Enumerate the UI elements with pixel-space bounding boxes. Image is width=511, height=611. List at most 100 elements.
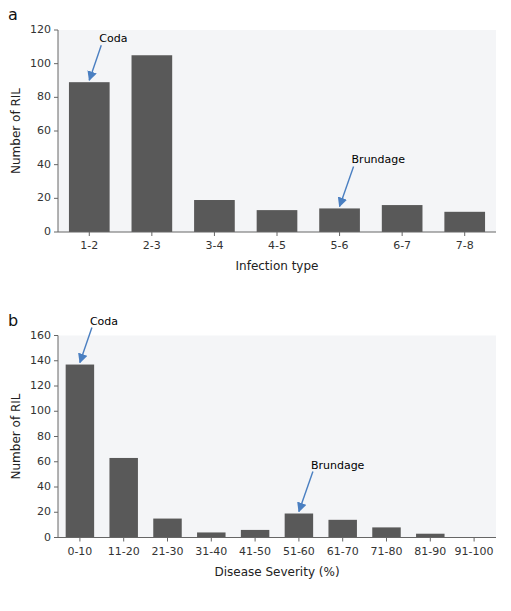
- x-tick: [464, 232, 465, 236]
- y-tick-label: 120: [30, 23, 51, 36]
- y-tick: [54, 487, 58, 488]
- x-tick-label: 41-50: [239, 545, 271, 558]
- y-tick: [54, 198, 58, 199]
- x-tick-label: 61-70: [327, 545, 359, 558]
- x-tick: [151, 232, 152, 236]
- y-tick-label: 80: [37, 90, 51, 103]
- y-tick-label: 20: [37, 505, 51, 518]
- y-axis-label: Number of RIL: [9, 88, 23, 174]
- x-tick: [211, 538, 212, 542]
- y-tick-label: 20: [37, 191, 51, 204]
- y-axis-line: [58, 30, 59, 232]
- y-tick-label: 0: [44, 225, 51, 238]
- x-tick-label: 7-8: [456, 239, 474, 252]
- y-tick: [54, 131, 58, 132]
- annotation-arrow: [299, 472, 313, 512]
- bar: [109, 458, 137, 538]
- annotation: Coda: [90, 315, 118, 328]
- y-tick: [54, 411, 58, 412]
- x-tick-label: 3-4: [205, 239, 223, 252]
- y-tick-label: 140: [30, 354, 51, 367]
- bar: [416, 534, 444, 538]
- y-tick: [54, 164, 58, 165]
- bar: [328, 520, 356, 538]
- x-tick: [255, 538, 256, 542]
- annotation-arrow: [340, 166, 354, 206]
- annotation-arrow: [89, 45, 101, 80]
- y-tick-label: 100: [30, 57, 51, 70]
- plot-background: [58, 30, 496, 232]
- x-tick: [342, 538, 343, 542]
- y-tick: [54, 335, 58, 336]
- x-tick-label: 81-90: [414, 545, 446, 558]
- annotation-arrow: [80, 328, 92, 363]
- x-tick-label: 71-80: [371, 545, 403, 558]
- bar: [69, 82, 110, 232]
- x-axis-line: [58, 537, 496, 538]
- x-tick-label: 31-40: [195, 545, 227, 558]
- x-tick-label: 2-3: [143, 239, 161, 252]
- x-tick: [123, 538, 124, 542]
- annotation: Coda: [99, 32, 127, 45]
- x-tick-label: 21-30: [152, 545, 184, 558]
- bar: [382, 205, 423, 232]
- panel-label: a: [8, 5, 18, 24]
- y-tick: [54, 63, 58, 64]
- y-tick-label: 60: [37, 455, 51, 468]
- x-tick-label: 0-10: [67, 545, 92, 558]
- x-tick: [214, 232, 215, 236]
- x-tick: [167, 538, 168, 542]
- x-tick: [402, 232, 403, 236]
- bar: [444, 212, 485, 232]
- x-tick-label: 11-20: [108, 545, 140, 558]
- bar: [197, 532, 225, 537]
- bar: [153, 519, 181, 538]
- x-tick: [430, 538, 431, 542]
- x-axis-label: Disease Severity (%): [214, 565, 339, 579]
- bar: [285, 514, 313, 538]
- y-axis-line: [58, 336, 59, 538]
- x-tick-label: 6-7: [393, 239, 411, 252]
- y-tick: [54, 461, 58, 462]
- x-tick-label: 1-2: [80, 239, 98, 252]
- bars: [69, 55, 485, 232]
- x-tick: [339, 232, 340, 236]
- y-tick-label: 40: [37, 480, 51, 493]
- chart-root: 0 20 40 60 80 100 120 1-2 2-3 3-4 4-5 5-6 6-7 7-8 Infe…: [0, 0, 511, 611]
- panel: 0204060801001201401600-1011-2021-3031-40…: [8, 311, 496, 579]
- bar: [194, 200, 235, 232]
- y-axis-label: Number of RIL: [9, 393, 23, 479]
- x-tick-label: 4-5: [268, 239, 286, 252]
- bar: [66, 365, 94, 538]
- x-tick: [474, 538, 475, 542]
- plot-background: [58, 336, 496, 538]
- x-tick: [79, 538, 80, 542]
- y-tick: [54, 436, 58, 437]
- panel-label: b: [8, 311, 18, 330]
- y-tick-label: 40: [37, 158, 51, 171]
- y-tick: [54, 386, 58, 387]
- bars: [66, 365, 445, 538]
- x-axis-line: [58, 232, 496, 233]
- x-tick: [277, 232, 278, 236]
- x-axis-label: Infection type: [236, 259, 319, 273]
- bar: [132, 55, 173, 232]
- y-tick: [54, 232, 58, 233]
- x-tick-label: 5-6: [331, 239, 349, 252]
- bar: [241, 530, 269, 538]
- y-tick-label: 120: [30, 379, 51, 392]
- y-tick-label: 160: [30, 329, 51, 342]
- y-tick: [54, 537, 58, 538]
- bar: [372, 527, 400, 537]
- bar: [319, 208, 360, 232]
- x-tick: [298, 538, 299, 542]
- bar: [257, 210, 298, 232]
- x-tick: [386, 538, 387, 542]
- y-tick-label: 60: [37, 124, 51, 137]
- y-tick: [54, 360, 58, 361]
- y-tick-label: 0: [44, 531, 51, 544]
- x-tick-label: 91-100: [455, 545, 494, 558]
- annotation: Brundage: [352, 153, 406, 166]
- panel: 0 20 40 60 80 100 120 1-2 2-3 3-4 4-5 5-6 6-7 7-8 Infe…: [8, 5, 496, 273]
- y-tick: [54, 30, 58, 31]
